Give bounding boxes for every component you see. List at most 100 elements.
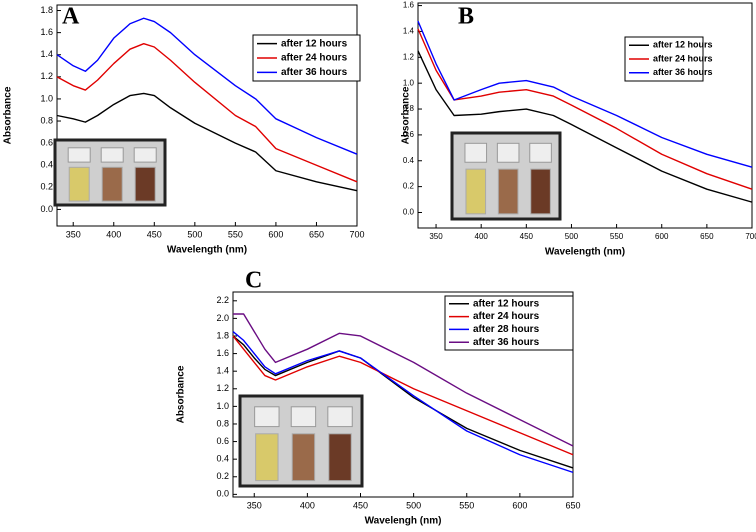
x-tick-label: 600 [655,232,669,241]
plot-frame [417,2,753,229]
vial-cap [133,147,157,163]
x-tick-label: 400 [300,500,315,510]
y-tick-label: 0.6 [403,130,415,139]
y-tick-label: 1.8 [216,330,229,340]
vial-liquid [68,166,90,202]
y-tick-label: 2.2 [216,295,229,305]
y-tick-label: 1.4 [403,27,415,36]
y-tick-label: 1.4 [40,49,53,59]
y-tick-label: 1.0 [40,93,53,103]
vial-liquid [530,168,551,215]
vial-liquid [134,166,156,202]
x-tick-label: 400 [475,232,489,241]
x-tick-label: 500 [187,229,202,239]
legend-box [444,295,574,351]
x-tick-label: 650 [700,232,714,241]
y-tick-label: 0.8 [403,104,415,113]
panel-label: C [245,268,262,294]
x-tick-label: 650 [565,500,580,510]
y-tick-label: 0.6 [40,138,53,148]
y-tick-label: 1.4 [216,366,229,376]
y-tick-label: 0.2 [216,471,229,481]
legend-label: after 24 hours [473,311,540,322]
data-line [56,17,358,155]
legend-label: after 12 hours [653,40,713,50]
x-tick-label: 450 [147,229,162,239]
vial-liquid [255,433,279,482]
x-tick-label: 600 [512,500,527,510]
y-tick-label: 0.2 [40,182,53,192]
y-axis-label: Absorbance [3,86,14,144]
vial-cap [290,406,317,428]
data-line [56,92,358,192]
y-tick-label: 0.2 [403,182,415,191]
panel-label: B [458,4,474,30]
vial-liquid [328,433,352,482]
data-line [232,335,574,456]
plot-frame [232,291,574,498]
y-tick-label: 0.6 [216,436,229,446]
y-tick-label: 2.0 [216,313,229,323]
x-tick-label: 700 [349,229,364,239]
y-tick-label: 0.4 [403,156,415,165]
y-tick-label: 1.0 [403,78,415,87]
x-tick-label: 550 [228,229,243,239]
y-axis-label: Absorbance [401,86,412,144]
panel-label: A [62,4,80,30]
x-axis-label: Wavelength (nm) [545,247,625,258]
y-tick-label: 1.6 [40,27,53,37]
y-tick-label: 0.0 [216,489,229,499]
x-tick-label: 450 [353,500,368,510]
vial-liquid [497,168,519,215]
y-tick-label: 1.6 [216,348,229,358]
x-tick-label: 500 [406,500,421,510]
y-tick-label: 0.4 [216,454,229,464]
y-tick-label: 1.8 [40,5,53,15]
y-axis-label: Absorbance [176,365,187,423]
x-tick-label: 350 [66,229,81,239]
data-line [232,331,574,474]
legend-label: after 24 hours [281,53,348,64]
x-tick-label: 500 [565,232,579,241]
y-tick-label: 1.2 [216,383,229,393]
legend-label: after 36 hours [473,337,540,348]
legend-label: after 12 hours [281,38,348,49]
data-line [56,42,358,183]
x-tick-label: 450 [520,232,534,241]
legend-label: after 28 hours [473,324,540,335]
data-line [233,313,574,447]
data-line [232,335,574,469]
x-tick-label: 550 [610,232,624,241]
x-axis-label: Wavelengh (nm) [365,516,442,527]
x-tick-label: 350 [429,232,443,241]
legend-label: after 12 hours [473,298,540,309]
x-axis-label: Wavelength (nm) [167,245,247,256]
legend-label: after 36 hours [653,67,713,77]
x-tick-label: 700 [745,232,756,241]
y-tick-label: 0.0 [40,204,53,214]
vial-liquid [465,168,487,215]
y-tick-label: 1.6 [403,1,415,10]
vial-cap [529,142,552,163]
x-tick-label: 550 [459,500,474,510]
x-tick-label: 350 [247,500,262,510]
data-line [417,20,753,168]
vial-cap [100,147,124,163]
y-tick-label: 0.4 [40,160,53,170]
vial-liquid [101,166,123,202]
y-tick-label: 1.0 [216,401,229,411]
legend-label: after 24 hours [653,53,713,63]
x-tick-label: 600 [268,229,283,239]
vial-cap [67,147,91,163]
x-tick-label: 400 [106,229,121,239]
vial-liquid [291,433,316,482]
vial-cap [464,142,488,163]
vial-cap [254,406,280,428]
legend-label: after 36 hours [281,67,348,78]
y-tick-label: 1.2 [40,71,53,81]
x-tick-label: 650 [309,229,324,239]
y-tick-label: 0.0 [403,208,415,217]
y-tick-label: 1.2 [403,52,415,61]
y-tick-label: 0.8 [216,418,229,428]
